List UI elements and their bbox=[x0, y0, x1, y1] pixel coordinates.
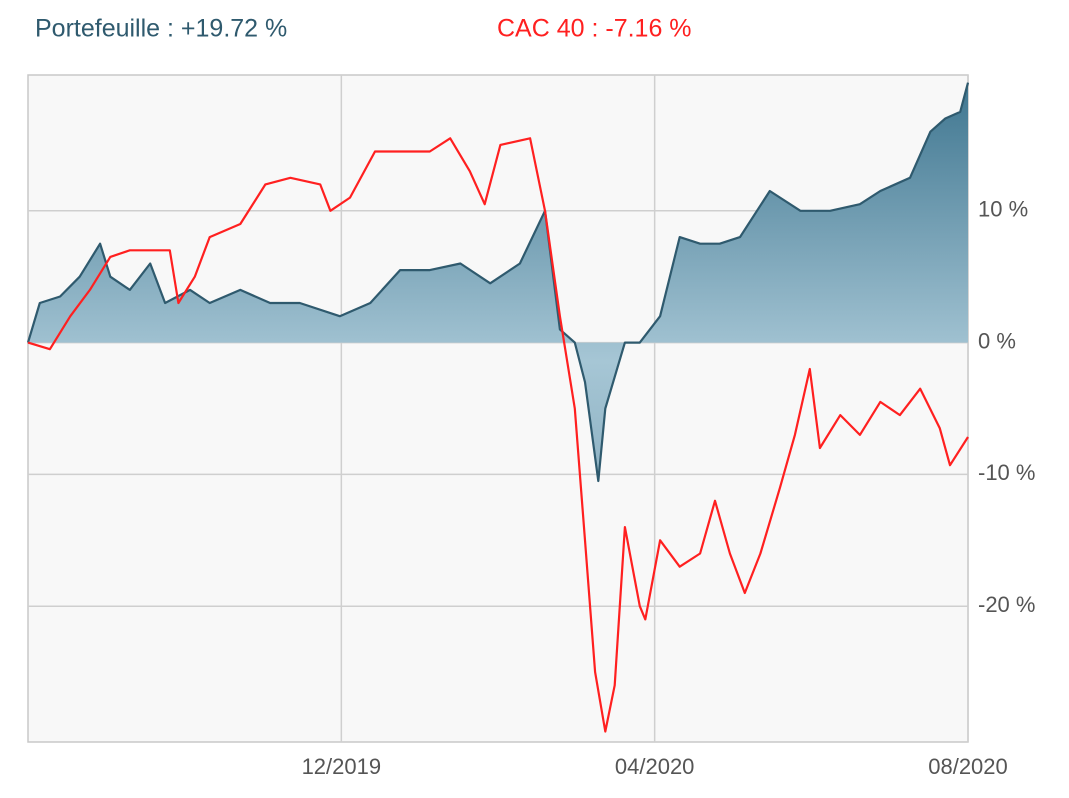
legend-entry: CAC 40 : -7.16 % bbox=[497, 15, 692, 43]
y-tick-label: 0 % bbox=[978, 328, 1016, 353]
line bbox=[27, 137, 969, 733]
y-tick-label: -20 % bbox=[978, 592, 1035, 617]
x-tick-label: 12/2019 bbox=[302, 754, 382, 779]
legend-entry: Portefeuille : +19.72 % bbox=[35, 15, 287, 43]
area bbox=[28, 82, 968, 481]
plot-area bbox=[27, 74, 969, 743]
y-tick-label: 10 % bbox=[978, 197, 1028, 222]
y-tick-label: -10 % bbox=[978, 460, 1035, 485]
x-tick-label: 04/2020 bbox=[615, 754, 695, 779]
x-tick-label: 08/2020 bbox=[928, 754, 1008, 779]
